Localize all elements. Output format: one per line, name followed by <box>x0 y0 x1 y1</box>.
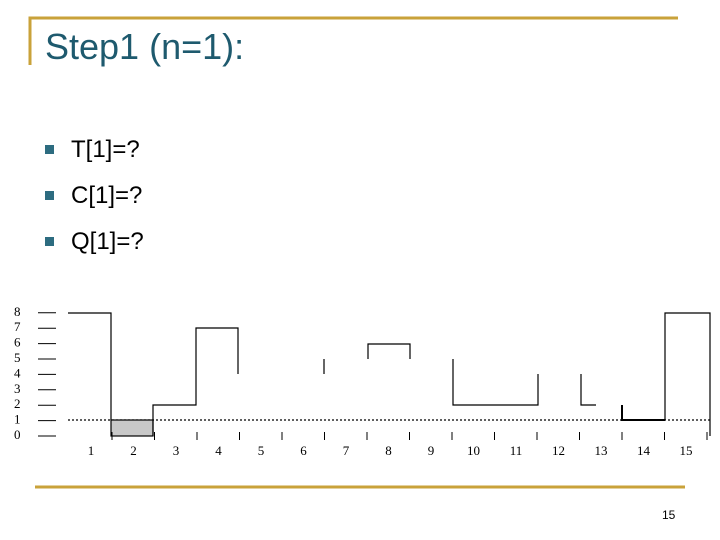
step <box>68 312 112 420</box>
y-label: 0 <box>14 427 21 442</box>
x-label: 9 <box>428 443 435 458</box>
x-label: 2 <box>130 443 137 458</box>
y-label: 4 <box>14 365 21 380</box>
y-label: 7 <box>14 319 21 334</box>
x-label: 7 <box>343 443 350 458</box>
page-number: 15 <box>662 508 676 522</box>
x-label: 8 <box>385 443 392 458</box>
x-label: 11 <box>510 443 523 458</box>
x-label: 6 <box>300 443 307 458</box>
bullet: T[1]=? <box>45 132 144 178</box>
x-label: 14 <box>637 443 651 458</box>
step <box>452 359 539 406</box>
x-label: 12 <box>552 443 565 458</box>
x-label: 13 <box>595 443 608 458</box>
bullet: C[1]=? <box>45 178 144 224</box>
x-label: 1 <box>88 443 95 458</box>
bullet: Q[1]=? <box>45 224 144 270</box>
frame-lines <box>28 16 685 489</box>
x-label: 5 <box>258 443 265 458</box>
step <box>580 374 596 406</box>
x-label: 3 <box>173 443 180 458</box>
step <box>367 343 411 359</box>
x-label: 15 <box>680 443 693 458</box>
y-label: 5 <box>14 350 21 365</box>
slide-title: Step1 (n=1): <box>45 26 245 67</box>
y-label: 1 <box>14 412 21 427</box>
step <box>664 312 711 436</box>
shaded-cell <box>110 419 154 437</box>
step <box>152 327 239 436</box>
y-label: 6 <box>14 335 21 350</box>
y-label: 8 <box>14 304 21 319</box>
y-label: 3 <box>14 381 21 396</box>
x-label: 4 <box>215 443 222 458</box>
step <box>621 405 665 421</box>
x-label: 10 <box>467 443 480 458</box>
frame-top <box>28 16 678 65</box>
bullet-list: T[1]=? C[1]=? Q[1]=? <box>45 132 144 270</box>
diagram <box>68 312 711 437</box>
y-label: 2 <box>14 396 21 411</box>
